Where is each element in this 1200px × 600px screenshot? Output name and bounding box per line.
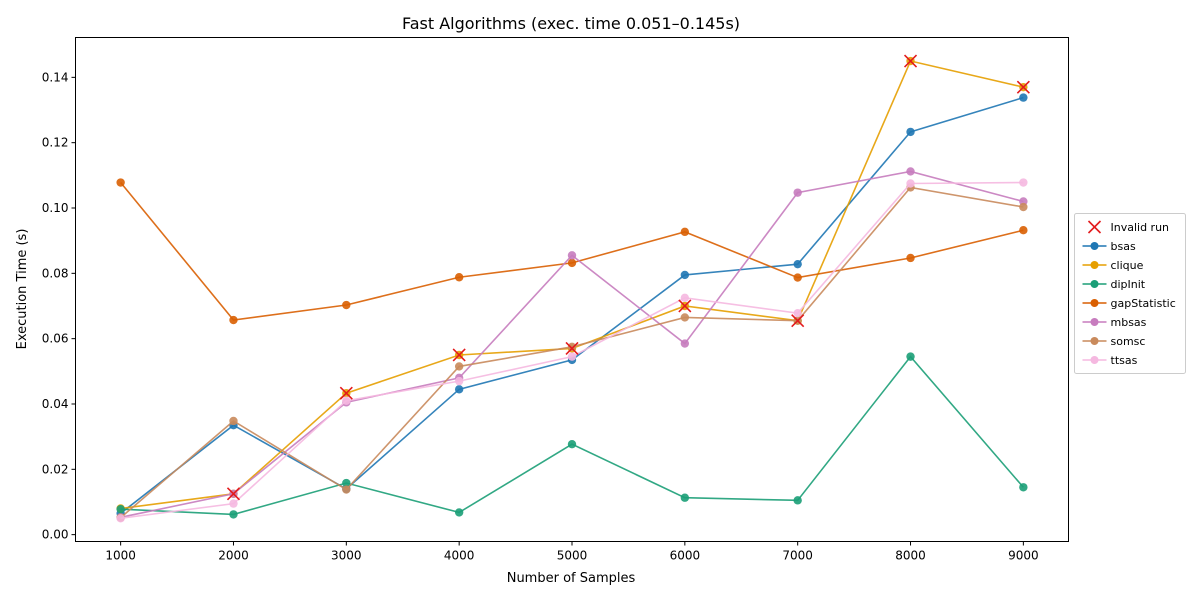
x-tick-label: 9000	[1008, 549, 1039, 563]
data-point	[680, 270, 690, 280]
legend-box	[1074, 213, 1186, 374]
x-axis: 1000 2000 3000 4000 5000 6000 7000 8000 9000	[105, 541, 1039, 563]
data-point	[680, 313, 690, 322]
y-tick-label: 0.04	[42, 397, 69, 411]
series-gapStatistic	[116, 178, 1028, 325]
legend-label: Invalid run	[1111, 221, 1170, 234]
series-dipInit	[116, 352, 1028, 519]
x-tick-label: 8000	[895, 549, 926, 563]
legend: Invalid run bsas clique dipInit gapStatistic…	[1074, 213, 1186, 374]
invalid-run-marker	[226, 487, 241, 501]
y-tick-label: 0.10	[42, 201, 69, 215]
invalid-run-marker	[1016, 80, 1030, 94]
y-tick-label: 0.00	[42, 528, 69, 542]
legend-label: bsas	[1111, 240, 1136, 253]
x-tick-label: 2000	[218, 549, 249, 563]
data-point	[1019, 202, 1028, 212]
y-tick-label: 0.14	[42, 70, 69, 84]
x-tick-label: 5000	[557, 549, 588, 563]
data-point	[229, 315, 238, 325]
legend-label: somsc	[1111, 335, 1146, 348]
legend-item-somsc: somsc	[1082, 335, 1146, 348]
legend-item-invalid-run: Invalid run	[1087, 220, 1170, 234]
x-tick-label: 7000	[782, 549, 813, 563]
chart-title: Fast Algorithms (exec. time 0.051–0.145s…	[402, 14, 740, 33]
legend-item-bsas: bsas	[1082, 240, 1136, 253]
data-point	[680, 339, 690, 348]
data-point	[116, 504, 125, 514]
legend-item-dipInit: dipInit	[1082, 278, 1146, 291]
data-point	[454, 362, 464, 371]
data-point	[567, 251, 577, 260]
data-point	[906, 127, 915, 137]
x-tick-label: 3000	[331, 549, 362, 563]
data-point	[793, 188, 802, 197]
data-point	[454, 508, 464, 517]
data-point	[567, 439, 577, 449]
data-point	[793, 496, 802, 505]
invalid-run-marker	[452, 348, 466, 362]
invalid-run-marker	[678, 299, 692, 313]
data-point	[793, 308, 802, 318]
data-point	[229, 416, 238, 426]
data-point	[1019, 483, 1028, 492]
invalid-run-marker	[903, 54, 918, 68]
series-bsas	[116, 93, 1028, 518]
legend-item-mbsas: mbsas	[1082, 316, 1147, 329]
y-tick-label: 0.02	[42, 462, 69, 476]
data-point	[567, 342, 577, 352]
data-point	[454, 273, 464, 282]
legend-label: gapStatistic	[1111, 297, 1176, 310]
data-point	[342, 300, 351, 310]
x-tick-label: 6000	[670, 549, 701, 563]
legend-label: dipInit	[1111, 278, 1146, 291]
data-point	[229, 510, 238, 519]
y-tick-label: 0.06	[42, 332, 69, 346]
invalid-markers	[226, 54, 1030, 501]
data-point	[906, 179, 915, 188]
data-point	[906, 167, 915, 176]
invalid-run-marker	[565, 341, 579, 356]
data-point	[229, 499, 238, 508]
legend-label: mbsas	[1111, 316, 1147, 329]
data-point	[793, 259, 802, 269]
y-axis: 0.00 0.02 0.04 0.06 0.08 0.10 0.12 0.14	[42, 70, 76, 542]
legend-item-ttsas: ttsas	[1082, 354, 1138, 367]
legend-item-clique: clique	[1082, 259, 1144, 272]
data-point	[680, 293, 690, 303]
y-tick-label: 0.12	[42, 136, 69, 150]
data-point	[116, 178, 125, 187]
legend-item-gapStatistic: gapStatistic	[1082, 297, 1176, 310]
data-point	[793, 273, 802, 282]
series-line	[120, 96, 1024, 515]
data-point	[680, 493, 690, 502]
data-point	[906, 352, 915, 361]
data-point	[342, 485, 351, 494]
data-point	[1019, 178, 1028, 187]
series-ttsas	[116, 178, 1028, 523]
data-point	[567, 352, 577, 361]
data-point	[1019, 93, 1028, 102]
data-point	[116, 514, 125, 523]
x-axis-label: Number of Samples	[507, 571, 636, 586]
y-tick-label: 0.08	[42, 266, 69, 280]
data-point	[342, 478, 351, 488]
invalid-run-marker	[791, 314, 805, 328]
data-point	[454, 385, 464, 394]
x-tick-label: 1000	[105, 549, 136, 563]
data-point	[680, 227, 690, 237]
data-point	[454, 376, 464, 386]
invalid-run-marker	[339, 386, 353, 400]
series-layer	[116, 56, 1028, 523]
legend-label: ttsas	[1111, 354, 1138, 367]
plot-area-frame	[75, 37, 1069, 542]
data-point	[342, 396, 351, 405]
legend-label: clique	[1111, 259, 1144, 272]
data-point	[1019, 226, 1028, 235]
y-axis-label: Execution Time (s)	[15, 229, 30, 350]
data-point	[906, 253, 915, 263]
x-tick-label: 4000	[444, 549, 475, 563]
data-point	[567, 258, 577, 268]
